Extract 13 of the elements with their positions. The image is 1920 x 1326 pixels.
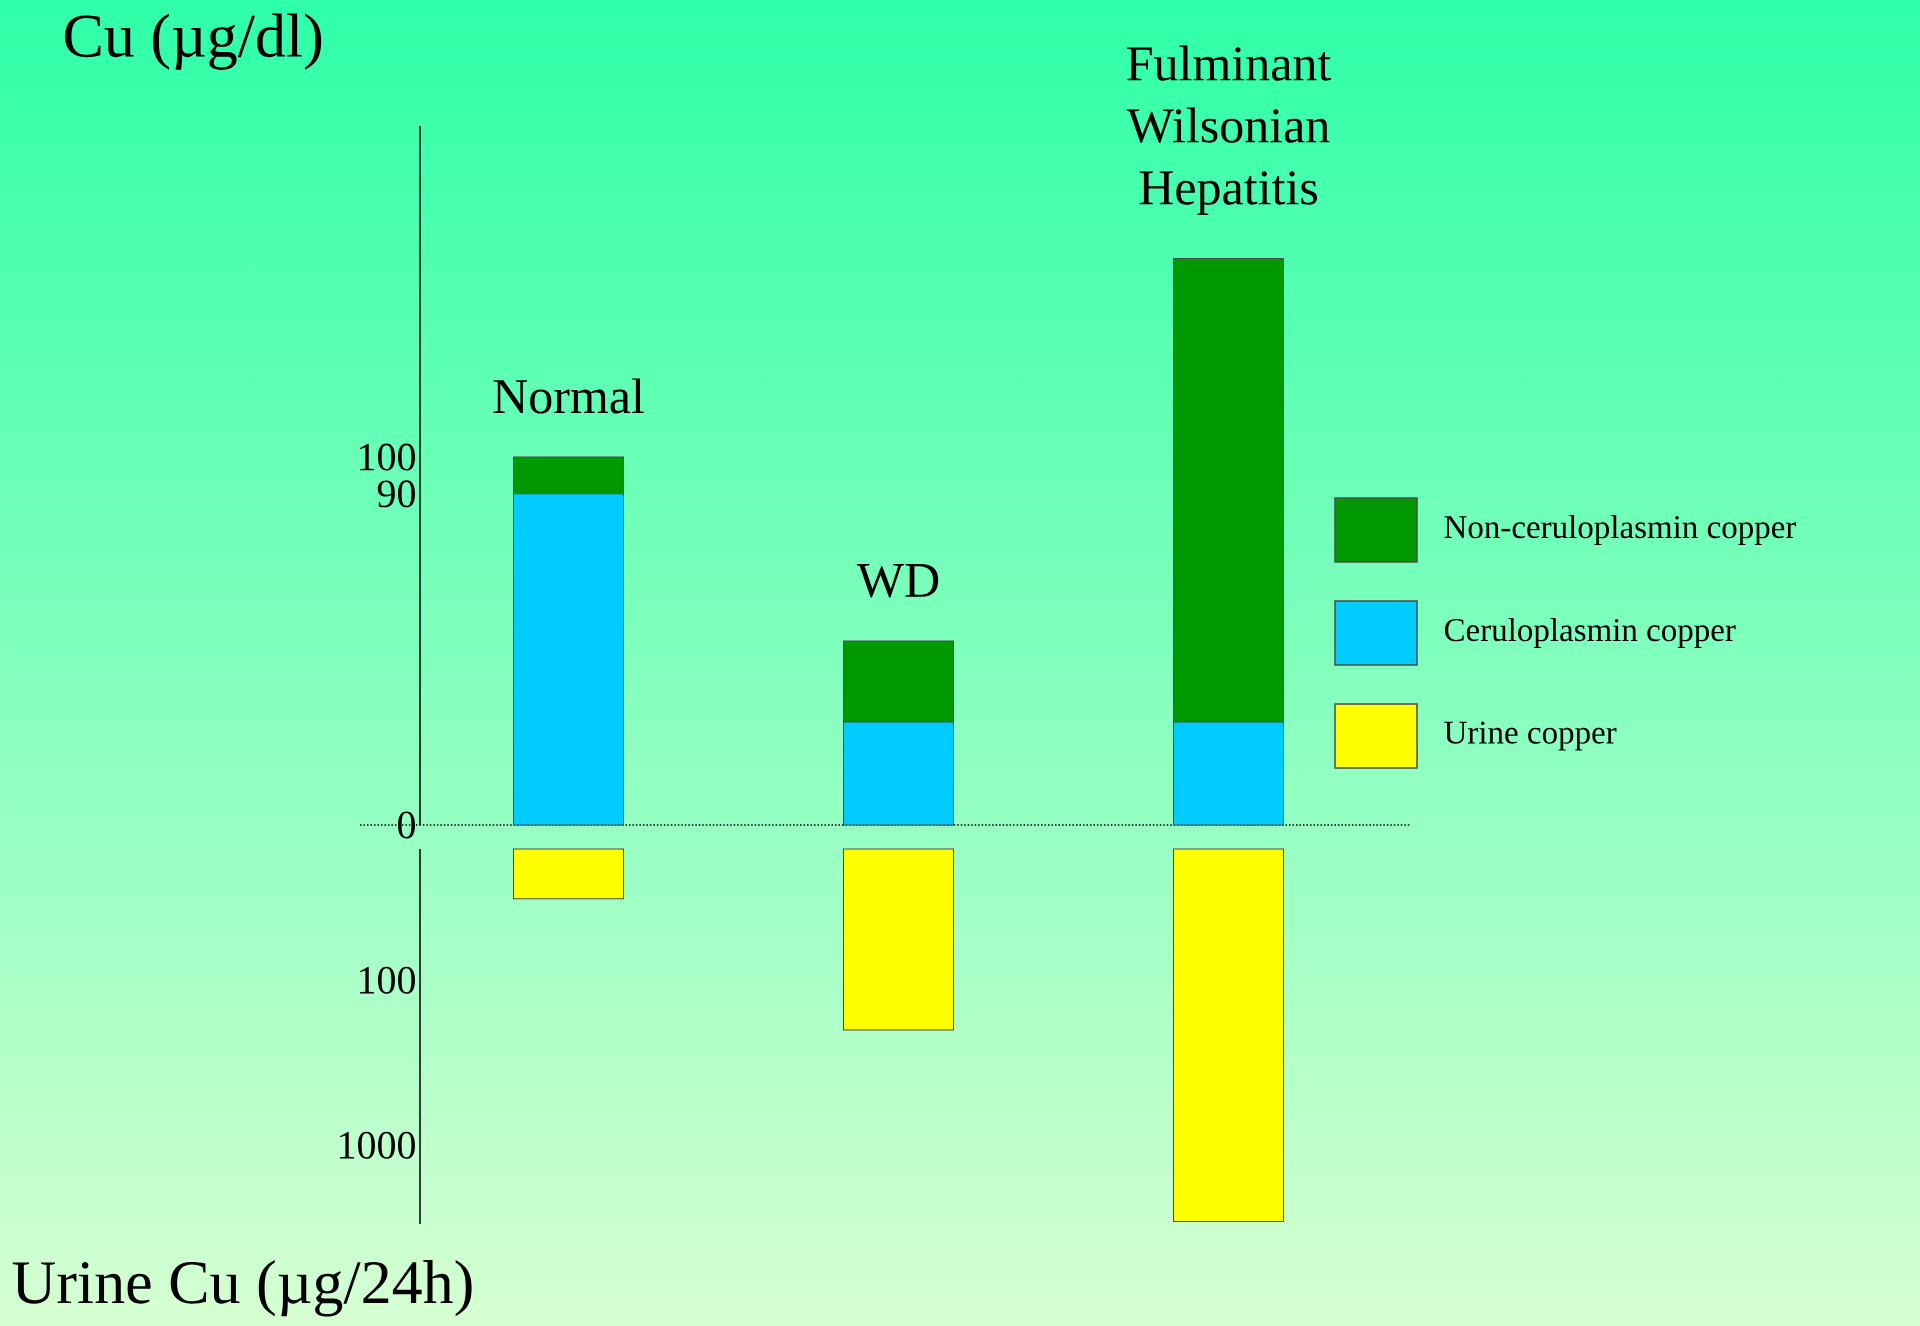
legend-label: Ceruloplasmin copper <box>1444 618 1736 648</box>
y-tick-label: 90 <box>377 480 415 508</box>
legend-label: Urine copper <box>1444 721 1617 751</box>
x-tick-label: WD <box>856 564 939 598</box>
y-tick-label: 100 <box>360 443 415 471</box>
x-tick-label: Fulminant Wilsonian Hepatitis <box>1126 45 1332 215</box>
y-axis-title: Urine Cu (µg/24h) <box>12 1260 472 1317</box>
y-tick-label: 100 <box>360 966 415 994</box>
x-tick-label: Normal <box>493 378 644 414</box>
y-tick-label: 0 <box>398 811 415 839</box>
y-tick-label: 1000 <box>340 1131 415 1159</box>
y-axis-title: Cu (µg/dl) <box>65 13 322 70</box>
legend-label: Non-ceruloplasmin copper <box>1444 515 1797 545</box>
